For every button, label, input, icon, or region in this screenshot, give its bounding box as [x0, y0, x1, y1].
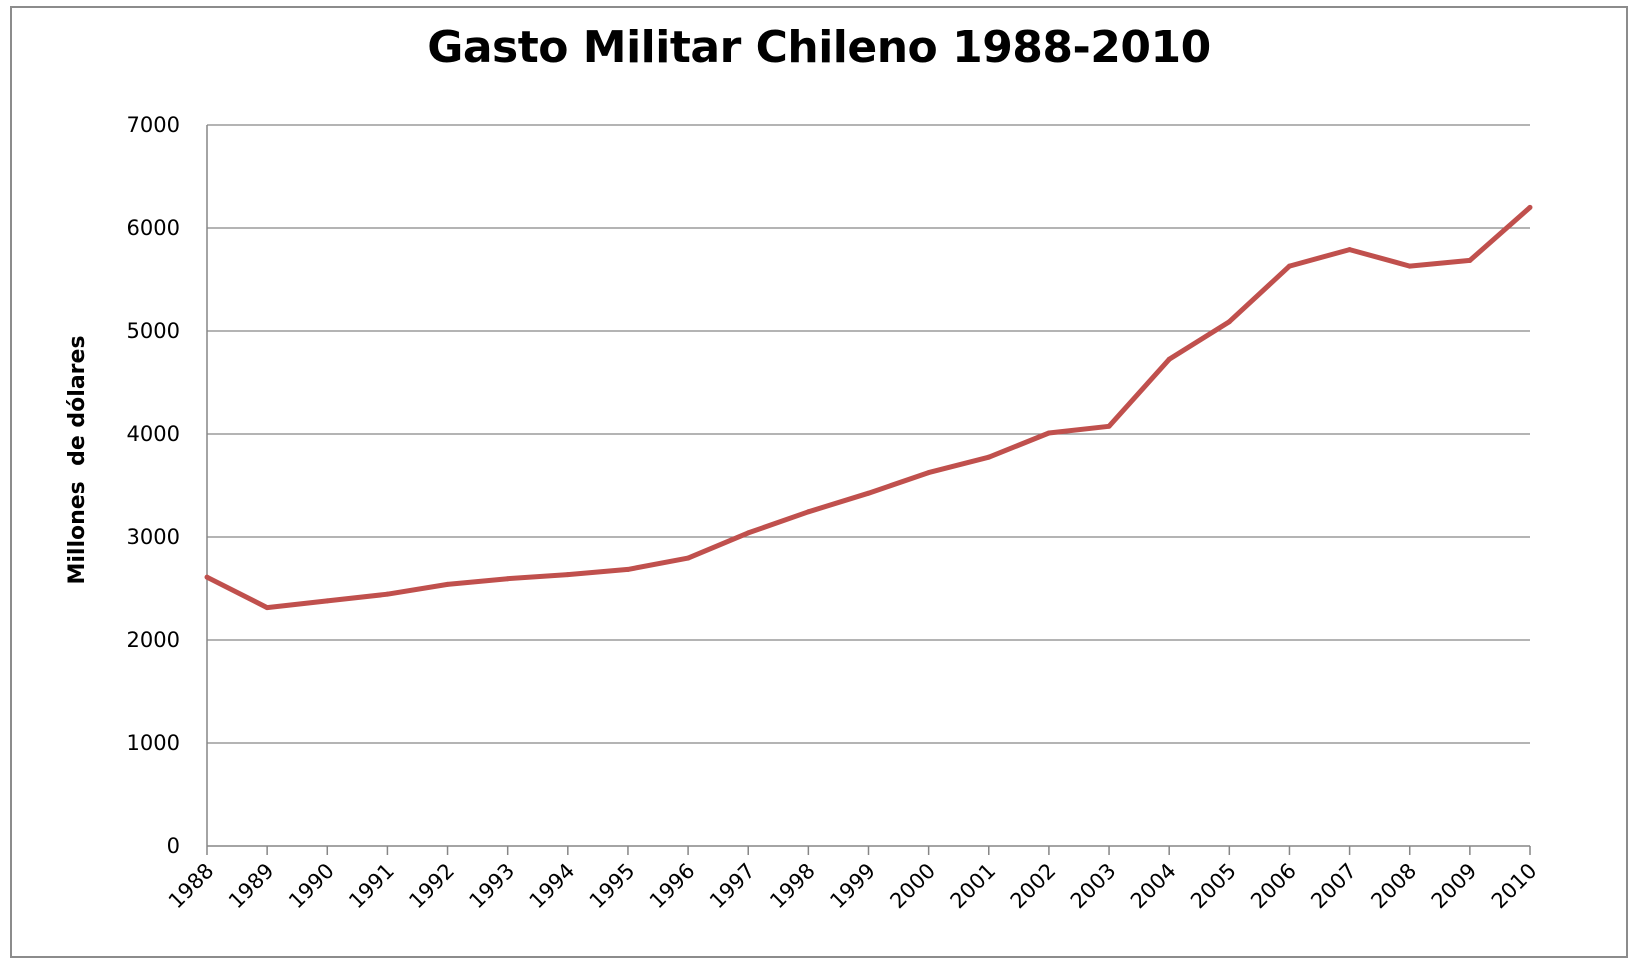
- series-group: [204, 204, 1533, 611]
- data-point: [324, 598, 330, 604]
- x-tick-label: 1997: [705, 859, 760, 914]
- data-point: [1527, 204, 1533, 210]
- x-tick-label: 2009: [1427, 859, 1482, 914]
- x-axis: [206, 125, 1531, 855]
- x-tick-label: 1996: [645, 859, 700, 914]
- y-tick-labels: 0 1000 2000 3000 4000 5000 6000 7000: [127, 113, 180, 858]
- data-point: [1347, 247, 1353, 253]
- x-tick-label: 2001: [946, 859, 1001, 914]
- gridlines: [207, 124, 1530, 744]
- x-tick-label: 1988: [164, 859, 219, 914]
- y-tick-label: 7000: [127, 113, 180, 137]
- x-tick-label: 1989: [224, 859, 279, 914]
- x-tick-label: 2003: [1066, 859, 1121, 914]
- x-tick-label: 2007: [1306, 859, 1361, 914]
- data-point: [745, 530, 751, 536]
- x-tick-label: 1994: [525, 859, 580, 914]
- x-tick-label: 1990: [284, 859, 339, 914]
- x-tick-label: 1999: [825, 859, 880, 914]
- x-tick-label: 2006: [1246, 859, 1301, 914]
- x-tick-label: 2000: [885, 859, 940, 914]
- data-point: [805, 509, 811, 515]
- data-point: [445, 581, 451, 587]
- x-tick-label: 1993: [464, 859, 519, 914]
- data-point: [1286, 263, 1292, 269]
- data-point: [264, 605, 270, 611]
- chart-frame: [10, 6, 1628, 958]
- data-point: [1106, 423, 1112, 429]
- y-tick-label: 6000: [127, 216, 180, 240]
- data-point: [384, 591, 390, 597]
- data-point: [625, 566, 631, 572]
- data-point: [1046, 430, 1052, 436]
- data-point: [1407, 263, 1413, 269]
- x-tick-label: 1992: [404, 859, 459, 914]
- y-tick-label: 1000: [127, 731, 180, 755]
- x-tick-label: 1991: [344, 859, 399, 914]
- y-tick-label: 0: [167, 834, 180, 858]
- data-point: [505, 576, 511, 582]
- y-tick-label: 2000: [127, 628, 180, 652]
- data-point: [685, 555, 691, 561]
- x-tick-label: 2010: [1487, 859, 1542, 914]
- y-tick-label: 3000: [127, 525, 180, 549]
- series-line: [205, 205, 1532, 611]
- x-tick-label: 1995: [585, 859, 640, 914]
- data-point: [986, 454, 992, 460]
- x-tick-label: 1998: [765, 859, 820, 914]
- data-point: [1166, 356, 1172, 362]
- x-tick-labels: 1988 1989 1990 1991 1992 1993 1994 1995 1996 1997…: [164, 859, 1542, 914]
- x-tick-label: 2005: [1186, 859, 1241, 914]
- y-tick-label: 5000: [127, 319, 180, 343]
- chart-title: Gasto Militar Chileno 1988-2010: [427, 22, 1211, 73]
- data-point: [866, 490, 871, 496]
- x-tick-label: 2004: [1126, 859, 1181, 914]
- data-point: [1467, 257, 1473, 263]
- x-tick-label: 2002: [1006, 859, 1061, 914]
- y-tick-label: 4000: [127, 422, 180, 446]
- data-point: [565, 572, 571, 578]
- data-point: [1226, 319, 1232, 325]
- data-point: [926, 470, 932, 476]
- x-tick-label: 2008: [1366, 859, 1421, 914]
- y-axis-title: Millones de dólares: [65, 335, 90, 584]
- data-point: [204, 574, 210, 580]
